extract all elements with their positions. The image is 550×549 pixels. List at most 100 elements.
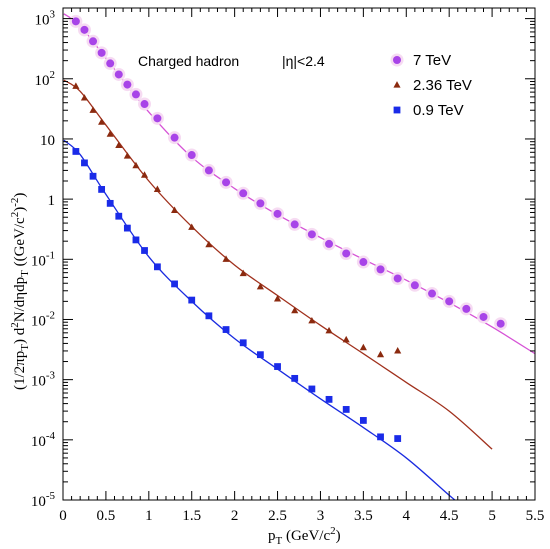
data-point	[89, 172, 97, 180]
data-point	[307, 230, 316, 239]
data-point	[393, 274, 402, 283]
data-point	[131, 90, 140, 99]
data-point	[359, 258, 368, 267]
data-point	[239, 189, 248, 198]
x-tick-label: 1.5	[182, 508, 201, 524]
data-points	[69, 14, 508, 442]
data-point	[445, 297, 454, 306]
y-tick-label: 1	[48, 193, 56, 209]
data-point	[239, 339, 247, 347]
data-point	[376, 265, 385, 274]
data-point	[291, 306, 299, 314]
series-7-tev	[69, 14, 508, 331]
data-point	[106, 199, 114, 207]
data-point	[115, 212, 123, 220]
data-point	[132, 236, 140, 244]
y-tick-label: 10	[40, 133, 55, 149]
data-point	[479, 312, 488, 321]
y-tick-label: 102	[35, 69, 56, 89]
data-point	[114, 70, 123, 79]
data-point	[308, 385, 316, 393]
data-point	[325, 239, 334, 248]
y-axis-label: (1/2πpT) d2N/dηdpT ((GeV/c2)-2)	[9, 193, 31, 390]
annotation-eta-range: |η|<2.4	[282, 53, 325, 69]
data-point	[222, 255, 230, 262]
data-point	[394, 435, 402, 442]
data-point	[89, 106, 97, 113]
data-point	[98, 186, 106, 193]
x-tick-label: 3	[317, 508, 325, 524]
annotation-charged-hadron: Charged hadron	[138, 53, 239, 69]
x-tick-label: 4.5	[440, 508, 459, 524]
data-point	[256, 351, 264, 359]
data-point	[115, 141, 123, 149]
data-point	[188, 296, 196, 304]
data-point	[205, 312, 213, 320]
legend-item: 2.36 TeV	[393, 77, 472, 94]
data-point	[256, 199, 265, 208]
legend-label: 0.9 TeV	[413, 102, 464, 119]
x-axis-label: pT (GeV/c2)	[268, 525, 341, 547]
y-tick-label: 10-5	[31, 490, 56, 510]
data-point	[428, 289, 437, 298]
data-point	[72, 148, 80, 155]
data-point	[222, 178, 231, 187]
x-tick-label: 0.5	[97, 508, 116, 524]
data-point	[140, 100, 149, 109]
data-point	[222, 326, 230, 333]
data-point	[291, 374, 299, 382]
data-point	[359, 417, 367, 424]
data-point	[325, 395, 333, 403]
axis-ticks	[62, 8, 536, 501]
data-point	[106, 59, 115, 68]
x-tick-label: 5	[488, 508, 496, 524]
data-point	[171, 280, 178, 288]
x-tick-label: 2.5	[268, 508, 287, 524]
data-point	[462, 304, 471, 313]
data-point	[123, 80, 132, 89]
plot-frame	[62, 7, 536, 501]
x-tick-label: 5.5	[526, 508, 545, 524]
fit-curve-0.9-tev	[63, 139, 456, 500]
data-point	[308, 316, 316, 324]
y-tick-label: 10-3	[31, 370, 56, 390]
data-point	[154, 263, 161, 271]
data-point	[188, 223, 196, 230]
data-point	[496, 319, 505, 328]
data-point	[89, 37, 98, 46]
data-point	[239, 269, 247, 277]
data-point	[325, 326, 333, 334]
data-point	[273, 294, 282, 302]
data-point	[170, 133, 179, 142]
data-point	[153, 114, 162, 123]
data-point	[80, 25, 89, 34]
x-tick-label: 4	[403, 508, 411, 524]
data-point	[72, 82, 80, 89]
data-point	[123, 224, 131, 232]
legend-item: 0.9 TeV	[393, 102, 464, 119]
data-point	[204, 166, 213, 175]
data-point	[71, 17, 80, 26]
data-point	[98, 118, 106, 125]
data-point	[274, 363, 281, 370]
legend: 7 TeV 2.36 TeV 0.9 TeV	[390, 52, 472, 119]
legend-marker	[393, 56, 401, 64]
data-point	[410, 281, 419, 290]
data-point	[359, 343, 367, 351]
legend-item: 7 TeV	[390, 52, 451, 69]
data-point	[132, 161, 140, 169]
y-tick-label: 103	[35, 9, 56, 29]
data-point	[394, 347, 402, 354]
y-tick-label: 10-2	[31, 309, 55, 329]
data-point	[342, 406, 350, 413]
x-tick-label: 2	[231, 508, 239, 524]
series-2.36-tev	[72, 82, 402, 358]
y-tick-label: 10-4	[31, 430, 56, 450]
data-point	[376, 350, 385, 358]
data-point	[342, 335, 350, 343]
data-point	[342, 249, 351, 258]
data-point	[140, 171, 149, 178]
data-point	[377, 433, 384, 441]
legend-label: 7 TeV	[413, 52, 451, 69]
